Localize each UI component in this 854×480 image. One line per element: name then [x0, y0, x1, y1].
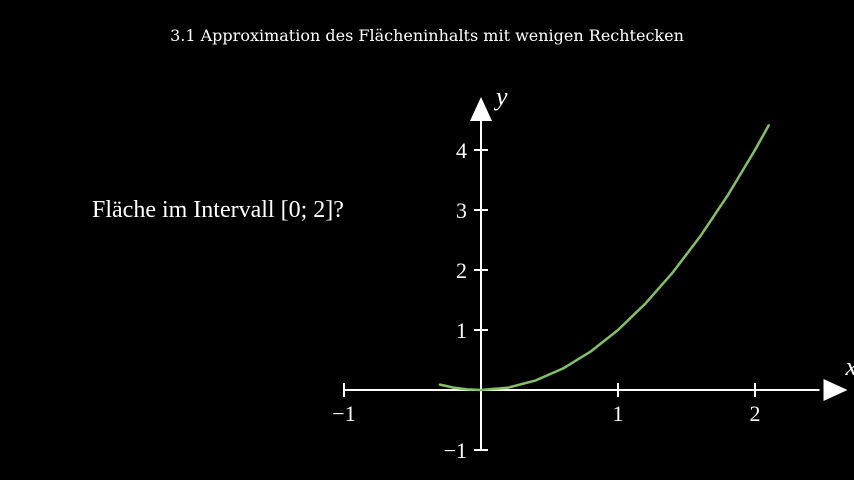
axes: xy [344, 82, 854, 450]
x-axis-arrow [823, 379, 848, 401]
y-tick-label: 2 [456, 258, 467, 283]
y-tick-label: 4 [456, 138, 467, 163]
x-axis-label: x [845, 352, 854, 381]
y-tick-label: −1 [444, 438, 467, 463]
y-tick-label: 3 [456, 198, 467, 223]
x-tick-label: −1 [332, 401, 355, 426]
y-axis-label: y [493, 82, 508, 111]
y-tick-label: 1 [456, 318, 467, 343]
page-title: 3.1 Approximation des Flächeninhalts mit… [170, 26, 684, 45]
x-tick-label: 2 [750, 401, 761, 426]
ticks: −1 1 2 −1 1 2 3 4 [332, 138, 760, 463]
x-tick-label: 1 [613, 401, 624, 426]
series [438, 124, 770, 392]
question-text: Fläche im Intervall [0; 2]? [92, 197, 344, 223]
series-line [438, 124, 770, 392]
y-axis-arrow [470, 97, 492, 121]
